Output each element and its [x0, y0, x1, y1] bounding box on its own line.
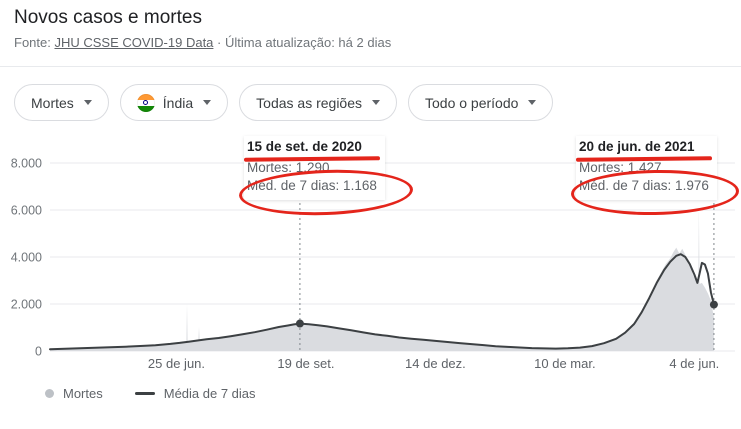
metric-dropdown[interactable]: Mortes — [14, 84, 109, 121]
chevron-down-icon — [528, 100, 537, 105]
legend-item-average: Média de 7 dias — [134, 386, 256, 401]
chart-tooltip-jun-2021: 20 de jun. de 2021 Mortes: 1.427 Méd. de… — [576, 136, 717, 200]
x-axis-label: 19 de set. — [277, 356, 334, 371]
country-dropdown[interactable]: Índia — [119, 84, 229, 121]
average-line-icon — [134, 392, 155, 395]
average-line-series — [49, 253, 715, 351]
source-prefix: Fonte: — [14, 35, 51, 50]
deaths-area-series — [50, 206, 714, 351]
source-line: Fonte: JHU CSSE COVID-19 Data · Última a… — [14, 35, 391, 50]
region-dropdown-label: Todas as regiões — [256, 94, 362, 111]
filter-bar: Mortes Índia Todas as regiões Todo o per… — [14, 84, 554, 121]
x-axis-label: 25 de jun. — [148, 356, 205, 371]
marker-dot — [295, 319, 304, 328]
source-updated: · Última atualização: há 2 dias — [217, 35, 392, 50]
tooltip-deaths-value: Mortes: 1.290 — [247, 160, 330, 175]
legend-deaths-label: Mortes — [63, 386, 103, 401]
india-flag-icon — [136, 93, 155, 112]
period-dropdown[interactable]: Todo o período — [408, 84, 554, 121]
page-title: Novos casos e mortes — [14, 7, 202, 28]
legend-item-deaths: Mortes — [45, 386, 103, 401]
y-axis-label: 6.000 — [11, 204, 42, 218]
chevron-down-icon — [83, 100, 92, 105]
x-axis-label: 10 de mar. — [534, 356, 595, 371]
x-axis-label: 14 de dez. — [405, 356, 466, 371]
deaths-dot-icon — [45, 389, 54, 398]
x-axis-label: 4 de jun. — [669, 356, 719, 371]
y-axis-label: 8.000 — [11, 157, 42, 171]
period-dropdown-label: Todo o período — [425, 94, 519, 111]
chevron-down-icon — [372, 100, 380, 105]
metric-dropdown-label: Mortes — [31, 94, 74, 111]
tooltip-date: 20 de jun. de 2021 — [579, 139, 695, 154]
tooltip-date: 15 de set. de 2020 — [247, 139, 362, 154]
chart-legend: Mortes Média de 7 dias — [45, 386, 256, 401]
legend-average-label: Média de 7 dias — [163, 386, 256, 401]
y-axis-label: 0 — [35, 345, 42, 359]
region-dropdown[interactable]: Todas as regiões — [239, 84, 397, 121]
country-dropdown-label: Índia — [162, 94, 194, 111]
marker-dot — [709, 300, 718, 309]
chart-tooltip-sep-2020: 15 de set. de 2020 Mortes: 1.290 Méd. de… — [244, 136, 385, 200]
chevron-down-icon — [203, 100, 212, 105]
tooltip-avg-value: Méd. de 7 dias: 1.168 — [247, 178, 377, 193]
tooltip-deaths-value: Mortes: 1.427 — [579, 160, 662, 175]
source-link[interactable]: JHU CSSE COVID-19 Data — [54, 35, 214, 50]
y-axis-label: 4.000 — [11, 251, 42, 265]
header-divider — [0, 66, 741, 67]
tooltip-avg-value: Méd. de 7 dias: 1.976 — [579, 178, 709, 193]
y-axis-label: 2.000 — [11, 298, 42, 312]
